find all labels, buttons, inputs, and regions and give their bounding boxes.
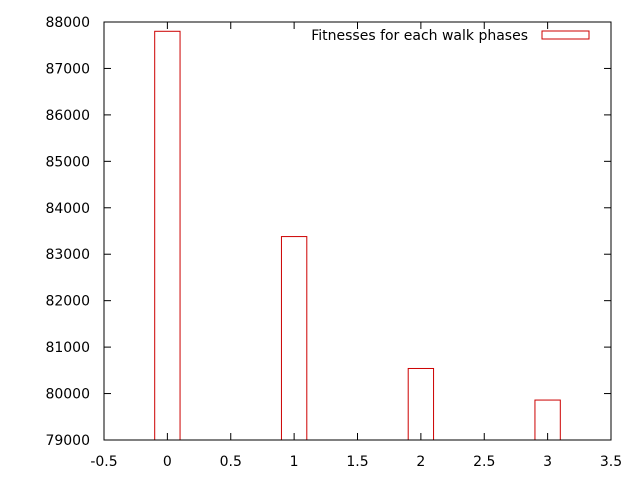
y-tick-label: 80000 (45, 387, 90, 403)
y-tick-label: 86000 (45, 108, 90, 124)
legend-swatch (541, 30, 590, 40)
x-tick-label: 2.5 (473, 454, 495, 470)
y-tick-label: 83000 (45, 247, 90, 263)
x-tick-label: 1.5 (346, 454, 368, 470)
x-tick-label: 0.5 (220, 454, 242, 470)
y-tick-label: 84000 (45, 201, 90, 217)
y-tick-label: 82000 (45, 294, 90, 310)
y-tick-label: 87000 (45, 61, 90, 77)
x-tick-label: 2 (416, 454, 425, 470)
x-tick-label: 3 (543, 454, 552, 470)
x-axis: -0.5 0 0.5 1 1.5 2 2.5 3 3.5 (90, 22, 622, 470)
y-tick-label: 88000 (45, 15, 90, 31)
legend: Fitnesses for each walk phases (311, 28, 590, 44)
y-axis: 79000 80000 81000 82000 83000 84000 85000 86000… (45, 15, 611, 449)
x-tick-label: 0 (163, 454, 172, 470)
y-tick-label: 79000 (45, 433, 90, 449)
x-tick-label: 1 (290, 454, 299, 470)
x-tick-label: 3.5 (600, 454, 622, 470)
y-tick-label: 85000 (45, 154, 90, 170)
legend-label: Fitnesses for each walk phases (311, 28, 528, 44)
x-tick-label: -0.5 (90, 454, 117, 470)
y-tick-label: 81000 (45, 340, 90, 356)
